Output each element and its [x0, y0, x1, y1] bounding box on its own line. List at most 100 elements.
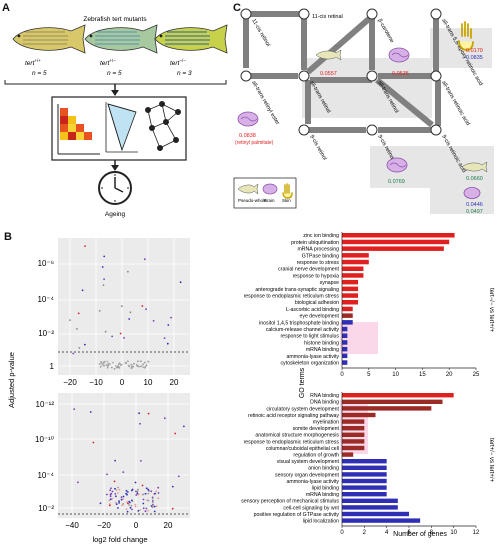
volcano-point: [113, 480, 116, 483]
volcano-point: [98, 310, 101, 312]
go-term-label: sensory organ development: [275, 472, 340, 478]
genotype-label-2: tert+/−: [100, 58, 116, 67]
go-term-label: ammonia-lyase activity: [287, 479, 340, 485]
volcano-point: [141, 484, 144, 487]
volcano-point: [77, 312, 80, 315]
go-term-label: cell-cell signaling by wnt: [283, 505, 339, 511]
volcano-point: [124, 361, 127, 364]
volcano-point: [127, 502, 129, 505]
volcano-point: [126, 510, 129, 513]
go-term-label: response to hypoxia: [293, 273, 340, 279]
volcano-point: [177, 475, 180, 478]
volcano-point: [115, 495, 117, 498]
volcano-point: [131, 499, 133, 502]
go-term-label: anterograde trans-synaptic signaling: [255, 287, 339, 293]
value-3a: 0.0170: [466, 48, 483, 54]
volcano-point: [138, 412, 141, 415]
volcano-top-ytick-1: 10⁻⁶: [38, 259, 54, 268]
volcano-point: [125, 489, 128, 492]
volcano-point: [114, 501, 117, 504]
go-x-tick-label: 4: [385, 530, 389, 536]
volcano-point: [119, 332, 122, 335]
panel-c-figure: 11-cis retinol 11-cis retinal β-carotene…: [233, 8, 494, 215]
volcano-point: [98, 363, 101, 365]
volcano-point: [105, 364, 108, 366]
go-term-label: somite development: [293, 426, 340, 432]
go-term-label: mRNA binding: [306, 347, 339, 353]
volcano-top-xtick-2: −10: [89, 378, 103, 387]
volcano-point: [143, 361, 146, 364]
go-bar: [342, 239, 450, 245]
volcano-point: [117, 492, 119, 494]
brain-icon-4: [463, 187, 481, 199]
go-bar: [342, 286, 359, 292]
volcano-point: [135, 490, 137, 493]
volcano-point: [84, 245, 86, 247]
volcano-point: [106, 360, 109, 363]
brain-icon-1: [388, 47, 410, 63]
volcano-point: [128, 504, 130, 506]
go-bar: [342, 246, 444, 251]
volcano-point: [167, 324, 170, 326]
volcano-point: [137, 360, 139, 363]
volcano-point: [155, 505, 158, 507]
volcano-point: [122, 503, 125, 506]
value-4b: (retinyl palmitate): [235, 140, 274, 146]
volcano-point: [147, 412, 150, 415]
volcano-bottom-ytick-4: 10⁻²: [38, 504, 54, 513]
go-term-label: lipid localization: [303, 519, 339, 525]
volcano-point: [78, 347, 81, 349]
go-term-label: sensory perception of mechanical stimulu…: [241, 499, 339, 505]
volcano-point: [135, 364, 138, 366]
volcano-point: [154, 492, 156, 495]
legend-brain-icon: [262, 183, 278, 195]
volcano-point: [103, 255, 106, 258]
volcano-bottom-ytick-1: 10⁻¹²: [36, 400, 55, 409]
genotype-label-1: tert+/+: [25, 58, 41, 67]
volcano-point: [118, 362, 121, 364]
volcano-point: [89, 411, 92, 413]
volcano-point: [142, 502, 145, 505]
go-term-label: regulation of growth: [293, 453, 339, 459]
go-bar: [342, 439, 365, 444]
volcano-point: [144, 510, 147, 513]
go-x-tick-label: 15: [419, 372, 426, 378]
volcano-top-xtick-5: 20: [170, 378, 179, 387]
fish-homozygous: [154, 24, 228, 54]
volcano-point: [101, 266, 104, 268]
go-bar: [342, 478, 387, 484]
go-bar: [342, 360, 348, 365]
go-term-label: eye development: [299, 314, 339, 320]
go-bar: [342, 511, 409, 517]
volcano-point: [171, 485, 174, 488]
go-bar: [342, 313, 353, 318]
volcano-point: [103, 360, 106, 363]
volcano-point: [150, 490, 153, 493]
volcano-point: [92, 441, 95, 444]
value-7b: 0.0497: [466, 209, 483, 215]
volcano-point: [81, 289, 84, 292]
genotype-label-3: tert−/−: [170, 58, 186, 67]
go-bar: [342, 266, 364, 271]
volcano-point: [111, 497, 114, 500]
go-term-label: lipid binding: [312, 486, 340, 492]
volcano-point: [106, 366, 109, 369]
volcano-point: [147, 492, 150, 495]
volcano-point: [140, 360, 142, 363]
volcano-bottom-points: [73, 408, 185, 513]
volcano-point: [122, 471, 125, 473]
go-bar: [342, 406, 432, 411]
value-4: 0.0838: [239, 133, 256, 139]
volcano-point: [139, 365, 142, 368]
go-bar: [342, 459, 387, 464]
volcano-bottom-xtick-4: 20: [164, 521, 173, 530]
volcano-point: [133, 362, 135, 365]
go-bar: [342, 445, 365, 451]
volcano-point: [102, 284, 105, 286]
go-term-label: response to endoplasmic reticulum stress: [244, 439, 340, 445]
volcano-point: [152, 320, 155, 322]
arrow-head-2: [111, 165, 119, 171]
volcano-point: [174, 432, 177, 435]
go-bar: [342, 472, 387, 477]
